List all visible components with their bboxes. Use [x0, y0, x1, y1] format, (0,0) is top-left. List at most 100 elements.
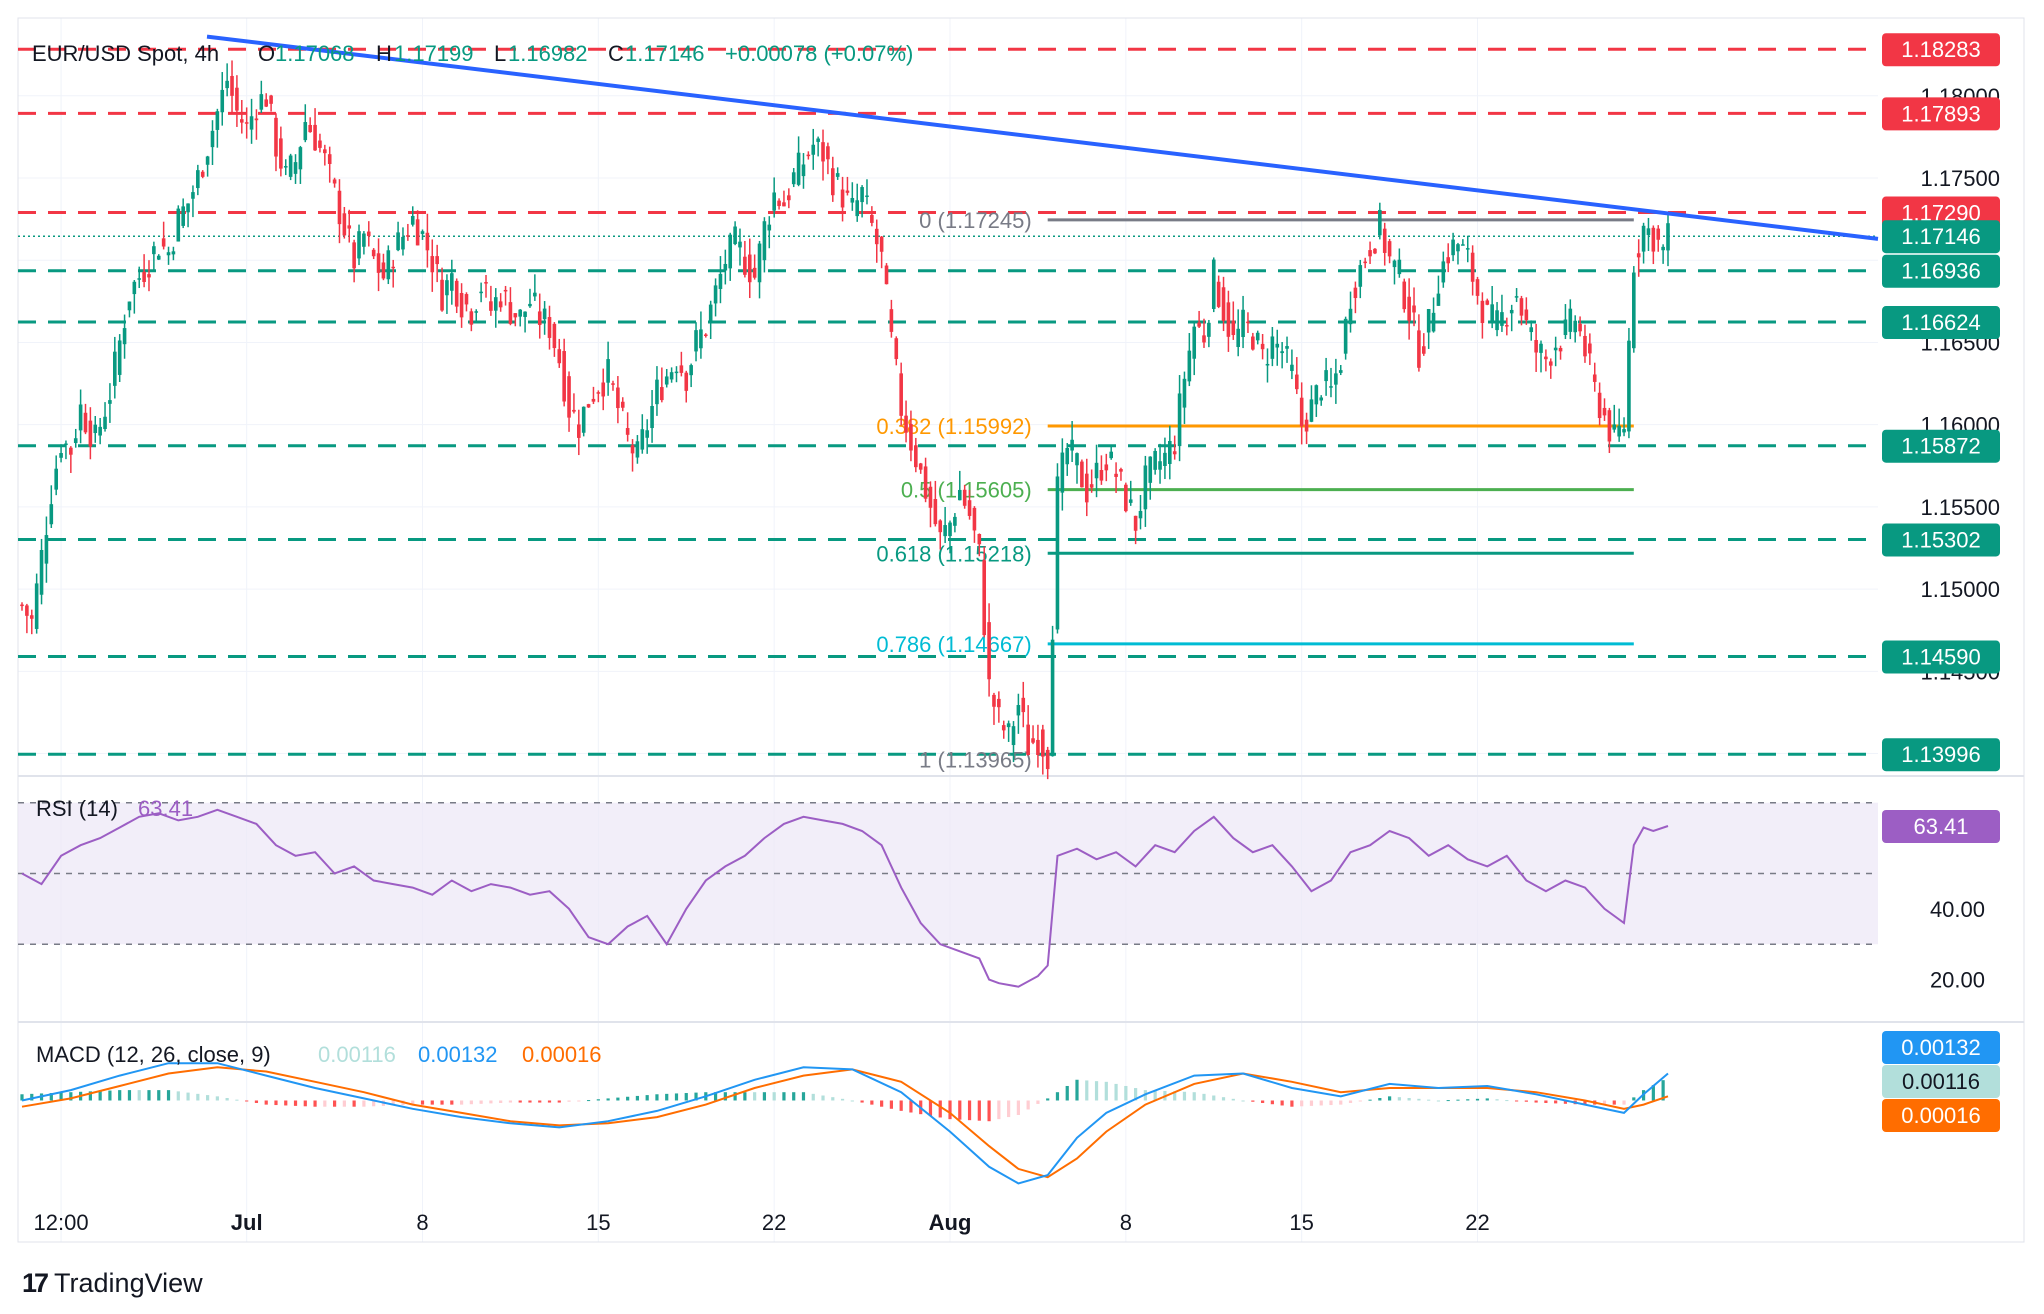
- candle-body: [484, 282, 488, 284]
- candle-body: [581, 406, 586, 433]
- candle-body: [1133, 515, 1138, 531]
- candle-body: [1402, 281, 1407, 310]
- macd-histogram-bar: [528, 1100, 532, 1103]
- candle-body: [972, 507, 977, 531]
- candle-body: [88, 420, 93, 447]
- candle-body: [1197, 322, 1201, 327]
- fibonacci-retracement[interactable]: 0 (1.17245)0.382 (1.15992)0.5 (1.15605)0…: [876, 208, 1634, 772]
- candle-body: [1441, 261, 1446, 283]
- candle-body: [1436, 293, 1441, 306]
- candle-body: [801, 164, 806, 177]
- candle-body: [1089, 484, 1094, 488]
- candle-body: [537, 311, 542, 325]
- macd-histogram-bar: [1329, 1100, 1333, 1106]
- candle-body: [1627, 340, 1631, 432]
- candle-body: [811, 144, 816, 155]
- candle-body: [215, 111, 220, 130]
- level-tag-bg: [1882, 306, 2000, 340]
- macd-signal-tag: 0.00016: [1901, 1103, 1981, 1128]
- candle-body: [928, 486, 933, 508]
- candle-body: [83, 412, 88, 433]
- candle-body: [366, 231, 371, 237]
- candle-body: [1314, 385, 1319, 405]
- candle-body: [142, 271, 146, 283]
- candle-body: [1036, 739, 1040, 756]
- symbol-legend[interactable]: EUR/USD Spot, 4h O 1.17068 H 1.17199 L 1…: [32, 41, 913, 66]
- candle-body: [288, 155, 293, 177]
- macd-histogram-bar: [723, 1092, 727, 1101]
- candle-body: [747, 254, 752, 283]
- macd-histogram-bar: [977, 1100, 981, 1121]
- rsi-tag-bg: [1882, 810, 2000, 844]
- macd-histogram-bar: [557, 1100, 561, 1103]
- macd-histogram-bar: [938, 1100, 942, 1118]
- candle-body: [1553, 347, 1558, 351]
- time-axis[interactable]: 12:00 Jul 8 15 22 Aug 8 15 22: [34, 1210, 1490, 1235]
- level-tag: 1.13996: [1901, 742, 1981, 767]
- tradingview-logo[interactable]: 17 TradingView: [22, 1268, 203, 1299]
- time-tick-label: 22: [1465, 1210, 1489, 1235]
- macd-histogram-bar: [958, 1100, 962, 1120]
- macd-histogram-bar: [176, 1091, 180, 1101]
- candle-body: [308, 124, 312, 133]
- candle-body: [782, 202, 786, 207]
- candle-body: [1055, 476, 1060, 630]
- candle-body: [557, 349, 562, 364]
- macd-histogram-bar: [1554, 1100, 1558, 1104]
- trendline[interactable]: [206, 34, 1879, 241]
- candle-body: [889, 309, 894, 332]
- candle-body: [25, 605, 29, 616]
- macd-histogram-bar: [1134, 1088, 1138, 1101]
- candle-body: [777, 200, 781, 207]
- candle-body: [191, 192, 195, 199]
- macd-histogram-bar: [1173, 1091, 1177, 1101]
- candle-body: [655, 379, 659, 405]
- candle-body: [743, 256, 747, 275]
- level-tag-bg: [1882, 33, 2000, 67]
- macd-histogram-bar: [713, 1092, 718, 1101]
- candle-body: [1099, 470, 1104, 481]
- candle-body: [1456, 244, 1460, 252]
- candle-body: [635, 441, 640, 458]
- candle-body: [835, 173, 840, 177]
- candle-body: [1607, 410, 1612, 442]
- macd-histogram-bar: [147, 1090, 151, 1101]
- level-tag: 1.16936: [1901, 259, 1981, 284]
- candle-body: [606, 359, 610, 383]
- low-label: L: [494, 41, 506, 66]
- candle-body: [1353, 287, 1358, 299]
- macd-histogram-bar: [880, 1100, 884, 1107]
- macd-histogram-bar: [821, 1095, 825, 1101]
- candle-body: [1148, 456, 1153, 483]
- candle-body: [1588, 343, 1592, 354]
- macd-histogram-bar: [1466, 1099, 1470, 1101]
- low-value: 1.16982: [508, 41, 588, 66]
- macd-histogram-bar: [870, 1100, 874, 1105]
- macd-histogram-bar: [430, 1100, 434, 1105]
- candle-body: [611, 383, 615, 385]
- candle-body: [1104, 464, 1109, 471]
- candle-body: [772, 192, 776, 211]
- rsi-legend[interactable]: RSI (14) 63.41: [36, 796, 193, 821]
- level-tag: 1.18283: [1901, 37, 1981, 62]
- candle-body: [1426, 309, 1431, 333]
- macd-histogram-bar: [30, 1093, 34, 1101]
- macd-histogram-bar: [254, 1100, 259, 1103]
- macd-legend[interactable]: MACD (12, 26, close, 9) 0.00116 0.00132 …: [36, 1042, 602, 1067]
- candle-body: [371, 249, 376, 257]
- macd-histogram-bar: [1124, 1085, 1128, 1101]
- rsi-plot: [21, 808, 1669, 988]
- macd-histogram-bar: [49, 1093, 53, 1101]
- rsi-line: [21, 808, 1669, 988]
- candle-body: [933, 499, 938, 525]
- candle-body: [259, 94, 264, 110]
- macd-histogram-bar: [645, 1095, 649, 1101]
- macd-histogram-bar: [362, 1100, 366, 1107]
- macd-line-value: 0.00132: [418, 1042, 498, 1067]
- candle-body: [1509, 309, 1514, 314]
- macd-histogram-bar: [391, 1100, 395, 1106]
- candle-body: [967, 500, 972, 516]
- candle-body: [342, 213, 347, 236]
- macd-histogram-bar: [1622, 1100, 1626, 1105]
